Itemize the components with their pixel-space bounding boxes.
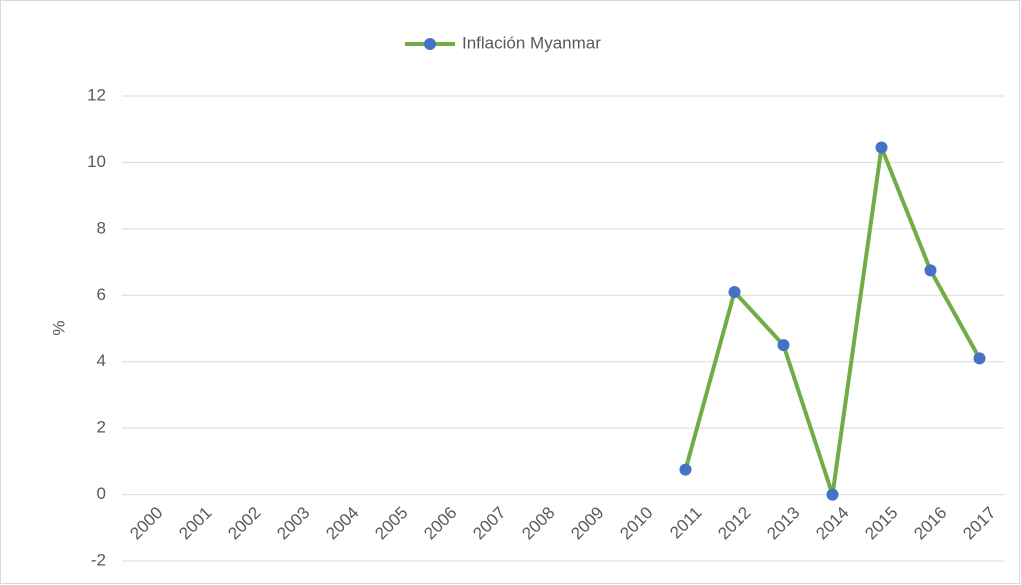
data-point <box>826 488 839 501</box>
data-point <box>875 141 888 154</box>
y-tick-label: 10 <box>87 152 106 171</box>
y-tick-label: 0 <box>97 484 106 503</box>
y-tick-label: 12 <box>87 85 106 104</box>
data-point <box>679 463 692 476</box>
y-tick-label: 6 <box>97 285 106 304</box>
y-tick-label: 2 <box>97 418 106 437</box>
legend-marker <box>424 38 436 50</box>
y-tick-label: -2 <box>91 550 106 569</box>
y-tick-label: 4 <box>97 351 106 370</box>
data-point <box>973 352 986 365</box>
data-point <box>924 264 937 277</box>
y-tick-label: 8 <box>97 218 106 237</box>
data-point <box>777 339 790 352</box>
y-axis-label: % <box>49 320 68 335</box>
legend-label: Inflación Myanmar <box>462 33 601 52</box>
data-point <box>728 285 741 298</box>
